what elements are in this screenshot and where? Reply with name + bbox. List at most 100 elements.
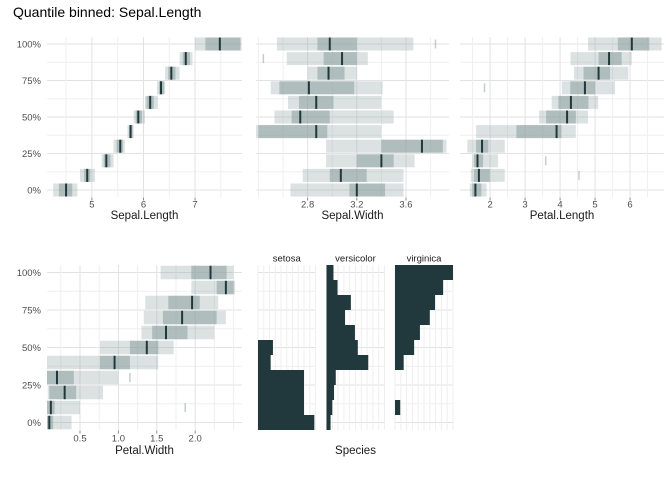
quantile-row-q80 bbox=[307, 66, 357, 80]
x-tick-label: 6 bbox=[627, 200, 632, 211]
outlier-tick bbox=[184, 403, 186, 412]
x-tick-label: 7 bbox=[192, 200, 197, 211]
histogram-bar bbox=[326, 265, 334, 280]
median-line bbox=[315, 95, 318, 109]
outlier-tick bbox=[434, 39, 437, 49]
quantile-row-q20 bbox=[101, 154, 114, 168]
quantile-row-q100 bbox=[276, 37, 437, 51]
inner-interval-band bbox=[329, 168, 367, 182]
x-tick-label: 1.0 bbox=[112, 434, 125, 445]
panel-sepal-length: 5 6 7 bbox=[47, 37, 242, 211]
quantile-row-q20 bbox=[47, 385, 104, 400]
histogram-bar bbox=[258, 355, 271, 370]
inner-interval-band bbox=[598, 52, 622, 66]
facet-virginica: virginica bbox=[394, 254, 454, 430]
inner-interval-band bbox=[47, 370, 74, 385]
median-line bbox=[119, 139, 122, 153]
histogram-bar bbox=[395, 400, 401, 415]
quantile-row-q0 bbox=[290, 183, 404, 197]
median-line bbox=[380, 154, 383, 168]
facet-label-virginica: virginica bbox=[407, 254, 443, 265]
y-tick-label: 100% bbox=[17, 268, 42, 279]
histogram-bar bbox=[395, 295, 436, 310]
median-line bbox=[583, 81, 586, 95]
inner-interval-band bbox=[205, 37, 241, 51]
inner-interval-band bbox=[191, 265, 227, 280]
quantile-row-q60 bbox=[287, 95, 382, 109]
quantile-rows bbox=[47, 265, 236, 430]
quantile-row-q80 bbox=[165, 66, 180, 80]
quantile-row-q60 bbox=[551, 95, 599, 109]
median-line bbox=[355, 183, 358, 197]
histogram-bar bbox=[395, 310, 430, 325]
quantile-row-q40 bbox=[127, 125, 134, 139]
median-line bbox=[181, 310, 184, 325]
median-line bbox=[341, 52, 344, 66]
axis-title-species: Species bbox=[335, 445, 376, 457]
quantile-row-q0 bbox=[47, 415, 72, 430]
x-tick-label: 3 bbox=[522, 200, 527, 211]
y-tick-label: 75% bbox=[22, 305, 42, 316]
histogram-bar bbox=[326, 415, 331, 430]
inner-interval-band bbox=[617, 37, 650, 51]
median-line bbox=[474, 183, 477, 197]
median-line bbox=[145, 340, 148, 355]
histogram-bar bbox=[258, 370, 304, 385]
median-line bbox=[184, 52, 187, 66]
quantile-row-q90 bbox=[570, 52, 632, 66]
median-line bbox=[476, 154, 479, 168]
histogram-bar bbox=[395, 265, 453, 280]
quantile-row-q10 bbox=[80, 168, 95, 182]
inner-interval-band bbox=[49, 385, 77, 400]
histogram-bar bbox=[326, 385, 335, 400]
median-line bbox=[481, 139, 484, 153]
median-line bbox=[477, 168, 480, 182]
inner-interval-band bbox=[473, 168, 490, 182]
y-tick-label: 25% bbox=[22, 149, 42, 160]
quantile-row-q0 bbox=[469, 183, 487, 197]
quantile-row-q40 bbox=[47, 355, 159, 370]
facet-versicolor: versicolor bbox=[326, 254, 385, 430]
panel-sepal-width: 2.8 3.2 3.6 bbox=[256, 37, 449, 211]
outer-interval-band bbox=[47, 400, 81, 415]
quantile-row-q50 bbox=[274, 110, 394, 124]
median-line bbox=[65, 183, 68, 197]
median-line bbox=[315, 125, 318, 139]
inner-interval-band bbox=[129, 340, 159, 355]
quantile-row-q30 bbox=[47, 370, 131, 385]
median-line bbox=[49, 400, 52, 415]
inner-interval-band bbox=[291, 110, 330, 124]
histogram-bar bbox=[326, 310, 346, 325]
x-tick-label: 0.5 bbox=[73, 434, 86, 445]
median-line bbox=[164, 325, 167, 340]
axis-title-petal-width: Petal.Width bbox=[115, 445, 174, 457]
median-line bbox=[218, 37, 221, 51]
quantile-row-q10 bbox=[470, 168, 580, 182]
inner-interval-band bbox=[356, 154, 394, 168]
y-tick-label: 100% bbox=[17, 39, 42, 50]
inner-interval-band bbox=[317, 66, 345, 80]
quantile-row-q50 bbox=[133, 110, 146, 124]
quantile-row-q60 bbox=[145, 95, 158, 109]
inner-interval-band bbox=[558, 95, 589, 109]
gridlines bbox=[47, 37, 242, 197]
quantile-row-q50 bbox=[539, 110, 589, 124]
inner-interval-band bbox=[258, 125, 328, 139]
y-tick-label: 75% bbox=[22, 76, 42, 87]
x-tick-label: 2 bbox=[487, 200, 492, 211]
quantile-row-q10 bbox=[47, 400, 186, 415]
median-line bbox=[209, 265, 212, 280]
median-line bbox=[569, 95, 572, 109]
histogram-bar bbox=[395, 355, 404, 370]
histogram-bar bbox=[395, 340, 415, 355]
quantile-rows bbox=[467, 37, 662, 197]
quantile-rows bbox=[256, 37, 447, 197]
axis-title-sepal-length: Sepal.Length bbox=[110, 210, 179, 222]
outlier-tick bbox=[544, 156, 547, 166]
quantile-rows bbox=[53, 37, 242, 197]
quantile-row-q20 bbox=[472, 154, 547, 168]
median-line bbox=[597, 66, 600, 80]
quantile-row-q10 bbox=[302, 168, 404, 182]
panel-petal-width: 0.5 1.0 1.5 2.0 bbox=[47, 265, 242, 445]
